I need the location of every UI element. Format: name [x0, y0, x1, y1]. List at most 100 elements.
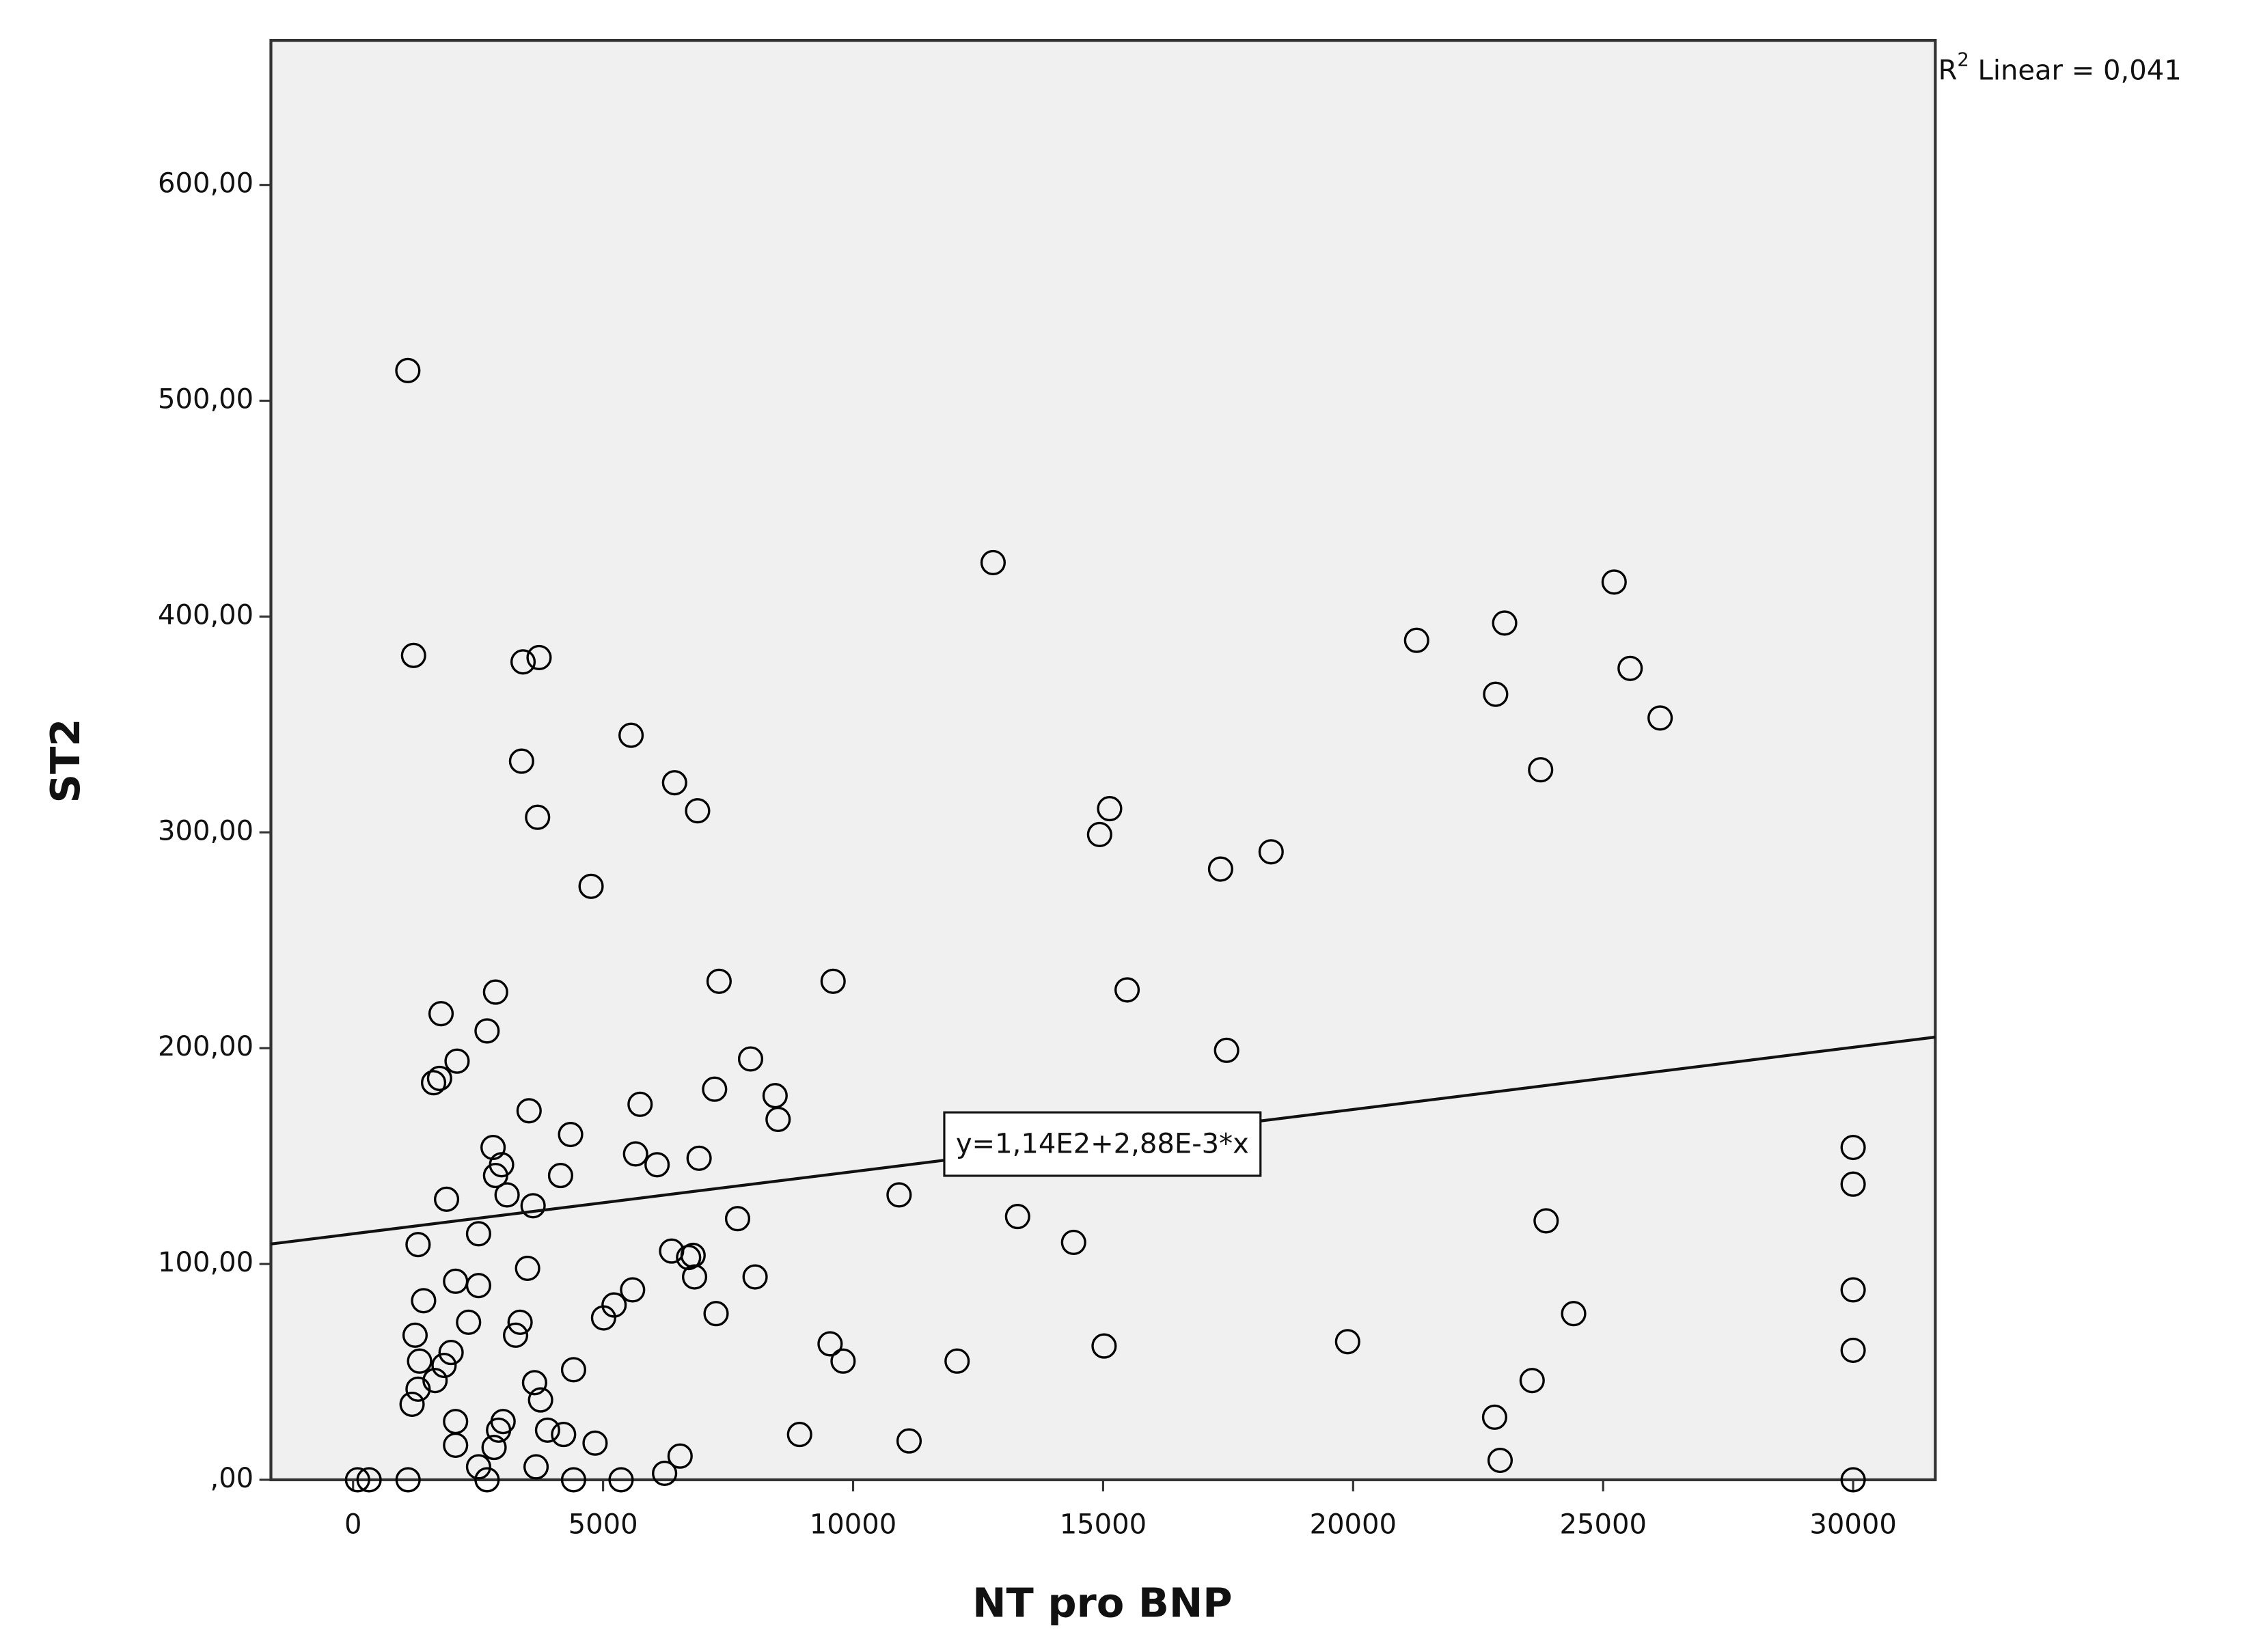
point — [474, 1467, 500, 1493]
scatter-series — [344, 357, 1866, 1493]
point — [686, 1145, 712, 1171]
point — [944, 1348, 970, 1374]
plot-area — [269, 38, 1937, 1482]
point — [515, 1255, 540, 1281]
point — [422, 1368, 448, 1394]
point — [1533, 1208, 1559, 1234]
point — [420, 1070, 447, 1096]
point — [1086, 821, 1112, 848]
point — [578, 873, 604, 899]
point — [590, 1305, 616, 1331]
point — [737, 1046, 764, 1072]
point — [622, 1141, 648, 1167]
x-tick-label: 0 — [344, 1509, 362, 1540]
point — [465, 1221, 491, 1247]
point — [356, 1467, 382, 1493]
point — [1258, 839, 1284, 865]
point — [620, 1277, 646, 1303]
fit-label-box — [943, 1111, 1262, 1177]
point — [438, 1340, 464, 1366]
x-tick-label: 10000 — [810, 1509, 896, 1540]
point — [886, 1182, 912, 1208]
point — [1840, 1134, 1866, 1161]
point — [525, 804, 551, 830]
x-tick-label: 25000 — [1559, 1509, 1646, 1540]
point — [344, 1467, 370, 1493]
point — [652, 1460, 678, 1487]
point — [507, 1309, 533, 1335]
r2-base: R — [1938, 55, 1958, 86]
point — [644, 1152, 670, 1178]
x-axis-title: NT pro BNP — [972, 1579, 1232, 1626]
point — [703, 1301, 729, 1327]
point — [706, 968, 732, 994]
r2-text: Linear = 0,041 — [1978, 55, 2182, 86]
point — [1840, 1171, 1866, 1197]
point — [680, 1242, 706, 1268]
x-tick-label: 5000 — [568, 1509, 638, 1540]
point — [820, 968, 846, 994]
point — [444, 1048, 470, 1074]
point — [786, 1422, 812, 1448]
point — [482, 979, 508, 1005]
point — [405, 1376, 431, 1402]
point — [558, 1121, 584, 1148]
point — [510, 649, 536, 675]
point — [685, 798, 711, 824]
point — [1528, 757, 1554, 783]
point — [582, 1430, 608, 1456]
point — [481, 1435, 507, 1461]
y-tick-label: ,00 — [210, 1463, 253, 1494]
point — [443, 1432, 469, 1458]
point — [465, 1273, 491, 1299]
y-tick-label: 400,00 — [158, 599, 253, 631]
x-tick-label: 20000 — [1310, 1509, 1397, 1540]
point — [817, 1331, 843, 1357]
point — [547, 1163, 573, 1189]
point — [411, 1288, 437, 1314]
point — [1519, 1368, 1545, 1394]
point — [480, 1134, 506, 1161]
y-tick-label: 100,00 — [158, 1247, 253, 1278]
point — [765, 1106, 791, 1133]
point — [434, 1186, 460, 1212]
point — [395, 357, 421, 383]
point — [431, 1352, 457, 1379]
point — [526, 644, 552, 671]
point — [1207, 856, 1233, 882]
point — [980, 549, 1006, 576]
r2-annotation: R2 Linear = 0,041 — [1938, 49, 2182, 86]
point — [1097, 796, 1123, 822]
y-tick-label: 500,00 — [158, 384, 253, 415]
point — [534, 1417, 560, 1443]
point — [426, 1065, 452, 1091]
point — [482, 1163, 508, 1189]
point — [724, 1206, 751, 1232]
point — [1483, 681, 1509, 707]
point — [1403, 627, 1429, 653]
point — [618, 722, 644, 748]
point — [661, 770, 687, 796]
point — [1840, 1277, 1866, 1303]
fit-label: y=1,14E2+2,88E-3*x — [943, 1111, 1262, 1177]
point — [551, 1422, 577, 1448]
point — [830, 1348, 856, 1374]
point — [742, 1264, 768, 1290]
point — [399, 1391, 425, 1417]
point — [608, 1467, 634, 1493]
point — [508, 748, 534, 774]
point — [1840, 1337, 1866, 1363]
fit-label-text: y=1,14E2+2,88E-3*x — [956, 1129, 1249, 1160]
point — [405, 1232, 431, 1258]
point — [667, 1443, 693, 1469]
point — [523, 1454, 549, 1480]
point — [560, 1467, 587, 1493]
point — [1601, 569, 1627, 595]
r2-sup: 2 — [1957, 49, 1969, 70]
y-axis-title: ST2 — [42, 719, 89, 803]
point — [1840, 1467, 1866, 1493]
point — [400, 642, 426, 668]
point — [1004, 1204, 1030, 1230]
point — [627, 1091, 653, 1117]
point — [474, 1018, 500, 1044]
